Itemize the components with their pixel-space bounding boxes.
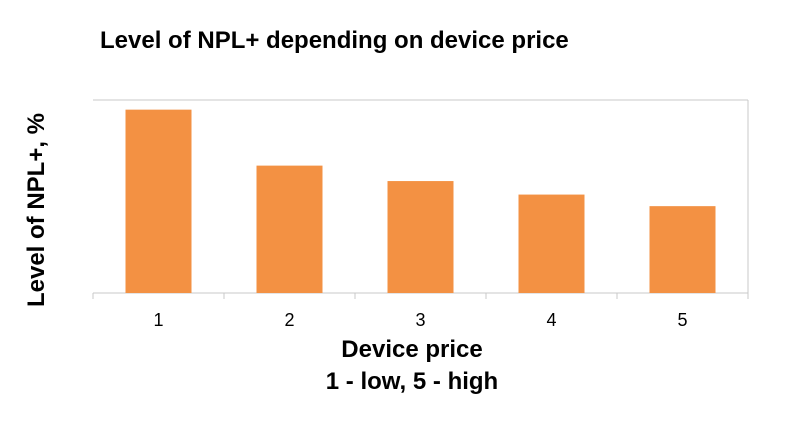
bar-3 [387, 181, 454, 293]
x-axis-sublabel: 1 - low, 5 - high [325, 368, 499, 395]
x-tick-label: 3 [415, 310, 425, 330]
x-tick-label: 5 [677, 310, 687, 330]
x-tick-label: 2 [284, 310, 294, 330]
x-axis-label: Device price [341, 336, 483, 363]
bar-4 [518, 194, 585, 293]
bar-5 [649, 206, 716, 293]
bar-1 [125, 109, 192, 294]
bar-2 [256, 165, 323, 293]
x-tick-label: 1 [153, 310, 163, 330]
chart-title: Level of NPL+ depending on device price [100, 27, 569, 54]
x-tick-label: 4 [546, 310, 556, 330]
